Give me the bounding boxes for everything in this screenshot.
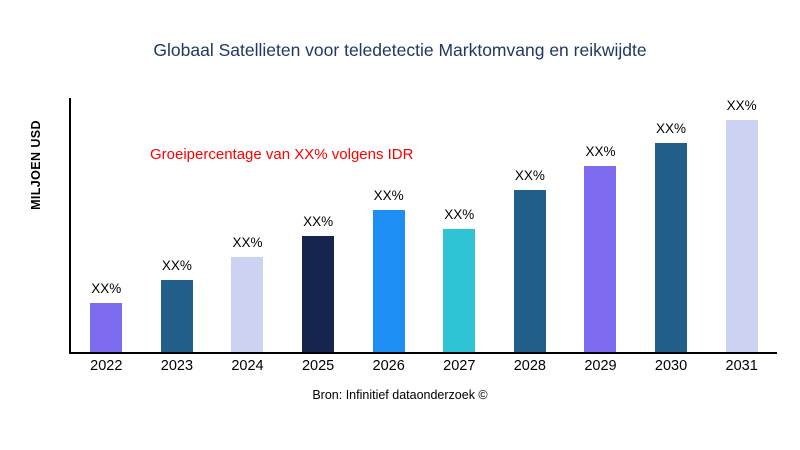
bar-value-label: XX%	[656, 121, 687, 136]
bar-2024	[231, 257, 264, 352]
x-tick-2022: 2022	[90, 358, 123, 374]
bar-slot-2027: XX%	[424, 98, 495, 352]
bar-value-label: XX%	[373, 188, 404, 203]
bar-value-label: XX%	[161, 258, 192, 273]
bar-2027	[443, 229, 476, 352]
bar-value-label: XX%	[232, 235, 263, 250]
bar-2031	[725, 120, 758, 352]
bar-2028	[513, 190, 546, 352]
bar-value-label: XX%	[91, 281, 122, 296]
x-tick-2030: 2030	[654, 358, 688, 374]
bar-value-label: XX%	[444, 207, 475, 222]
bar-slot-2024: XX%	[212, 98, 283, 352]
bar-slot-2030: XX%	[636, 98, 707, 352]
bars-container: XX% XX% XX% XX% XX% XX% XX% XX% XX% XX%	[71, 98, 777, 352]
x-tick-2024: 2024	[231, 358, 264, 374]
bar-slot-2026: XX%	[353, 98, 424, 352]
x-tick-2028: 2028	[513, 358, 546, 374]
bar-2025	[302, 236, 335, 352]
bar-slot-2022: XX%	[71, 98, 142, 352]
x-tick-2023: 2023	[160, 358, 194, 374]
bar-slot-2025: XX%	[283, 98, 354, 352]
x-tick-2027: 2027	[443, 358, 476, 374]
bar-2022	[90, 303, 123, 352]
bar-slot-2028: XX%	[495, 98, 566, 352]
growth-rate-annotation: Groeipercentage van XX% volgens IDR	[150, 146, 414, 163]
bar-slot-2031: XX%	[706, 98, 777, 352]
bar-2029	[584, 166, 617, 352]
bar-value-label: XX%	[514, 168, 545, 183]
bar-value-label: XX%	[303, 214, 334, 229]
source-caption: Bron: Infinitief dataonderzoek ©	[312, 388, 488, 402]
x-tick-2031: 2031	[725, 358, 758, 374]
bar-2023	[160, 280, 193, 352]
x-tick-2029: 2029	[584, 358, 617, 374]
x-tick-2025: 2025	[301, 358, 335, 374]
x-axis-ticks: 2022 2023 2024 2025 2026 2027 2028 2029 2030 2031	[71, 358, 777, 374]
bar-value-label: XX%	[726, 98, 757, 113]
bar-slot-2029: XX%	[565, 98, 636, 352]
bar-slot-2023: XX%	[142, 98, 213, 352]
chart-title: Globaal Satellieten voor teledetectie Ma…	[153, 40, 647, 60]
y-axis-label: MILJOEN USD	[29, 120, 43, 210]
plot-area: XX% XX% XX% XX% XX% XX% XX% XX% XX% XX%	[69, 98, 777, 354]
x-tick-2026: 2026	[372, 358, 405, 374]
bar-2030	[655, 143, 688, 352]
bar-2026	[372, 210, 405, 352]
bar-value-label: XX%	[585, 144, 616, 159]
